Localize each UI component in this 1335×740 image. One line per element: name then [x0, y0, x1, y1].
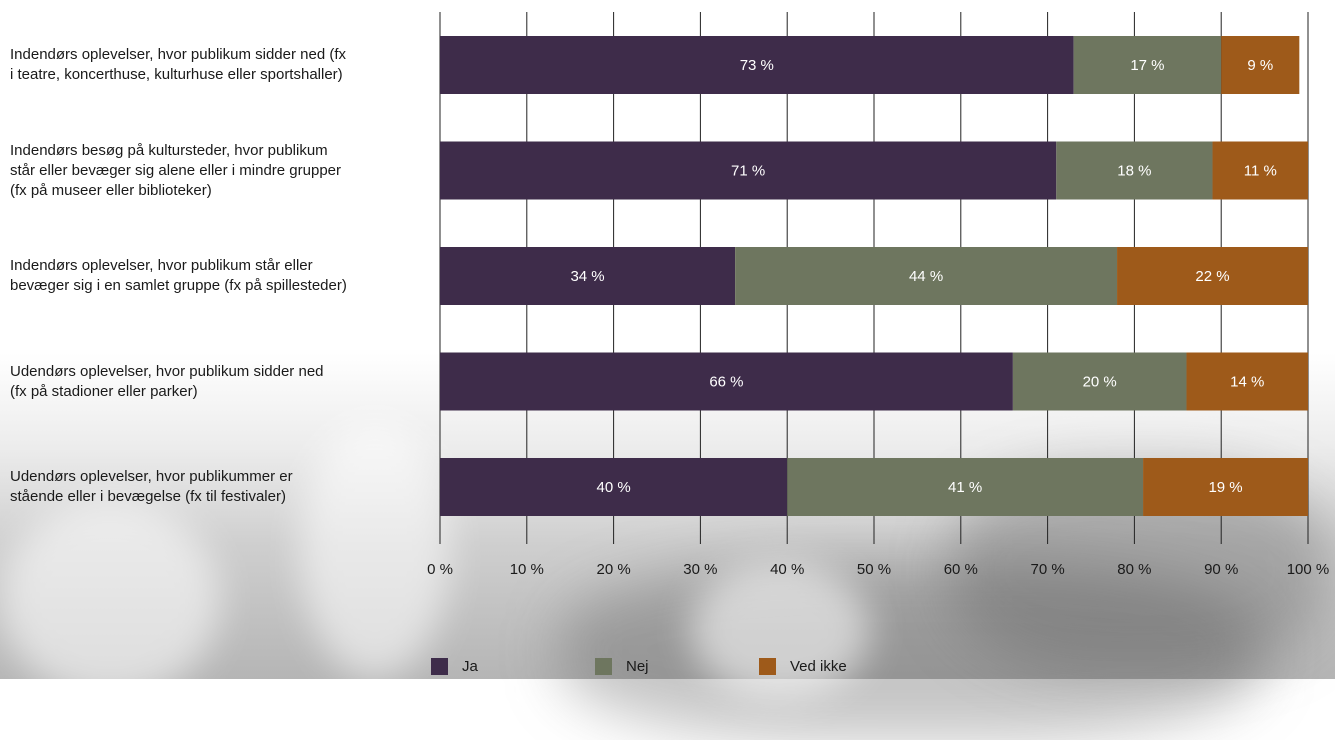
bar-segment-ja	[440, 352, 1013, 411]
bar-value-label: 9 %	[1247, 57, 1273, 74]
x-tick-label: 70 %	[1030, 561, 1064, 578]
bar-segment-ved-ikke	[1221, 36, 1300, 94]
x-tick-label: 80 %	[1117, 561, 1151, 578]
bar-segment-nej	[787, 458, 1144, 516]
bar-value-label: 73 %	[740, 57, 774, 74]
bar-value-label: 11 %	[1244, 163, 1277, 180]
bar-segment-ja	[440, 458, 788, 516]
bar-value-label: 18 %	[1117, 163, 1151, 180]
x-tick-label: 60 %	[944, 561, 978, 578]
category-label: Indendørs oplevelser, hvor publikum står…	[10, 257, 347, 294]
bar-value-label: 17 %	[1130, 57, 1164, 74]
category-label: Udendørs oplevelser, hvor publikum sidde…	[10, 362, 324, 400]
x-axis-ticks: 0 % 10 % 20 % 30 % 40 % 50 % 60 % 70 % 80 % 90 % 1…	[427, 561, 1329, 578]
bar-value-label: 44 %	[909, 268, 943, 285]
bars	[440, 36, 1308, 516]
x-tick-label: 50 %	[857, 561, 891, 578]
x-tick-label: 10 %	[510, 561, 544, 578]
x-tick-label: 90 %	[1204, 561, 1238, 578]
stacked-bar-chart: 73 % 17 % 9 % 71 % 18 % 11 % 34 % 44 % 22 % 66 % 2…	[427, 12, 1329, 578]
legend-swatch	[595, 658, 612, 675]
bar-segment-ved-ikke	[1117, 247, 1308, 305]
value-labels: 73 % 17 % 9 % 71 % 18 % 11 % 34 % 44 % 22 % 66 % 2…	[570, 57, 1276, 496]
bar-value-label: 14 %	[1230, 374, 1264, 391]
legend-label: Ja	[462, 658, 478, 675]
bar-segment-ja	[440, 247, 736, 305]
legend-item-ved-ikke: Ved ikke	[759, 658, 847, 675]
category-label: Indendørs oplevelser, hvor publikum sidd…	[10, 46, 347, 83]
bar-segment-nej	[1073, 36, 1222, 94]
background-hand-shape	[0, 500, 220, 700]
bar-segment-nej	[1012, 352, 1187, 411]
bar-segment-ved-ikke	[1212, 141, 1308, 200]
bar-segment-nej	[1056, 141, 1213, 200]
legend-swatch	[431, 658, 448, 675]
legend-item-ja: Ja	[431, 658, 478, 675]
category-label: Indendørs besøg på kultursteder, hvor pu…	[10, 141, 341, 199]
category-label: Udendørs oplevelser, hvor publikummer er…	[10, 468, 293, 505]
bar-segment-ved-ikke	[1186, 352, 1308, 411]
legend-label: Ved ikke	[790, 658, 847, 675]
bar-value-label: 34 %	[570, 268, 604, 285]
bar-segment-nej	[735, 247, 1118, 305]
bar-value-label: 40 %	[596, 479, 630, 496]
legend-item-nej: Nej	[595, 658, 649, 675]
bar-value-label: 71 %	[731, 163, 765, 180]
x-tick-label: 30 %	[683, 561, 717, 578]
legend-swatch	[759, 658, 776, 675]
legend-label: Nej	[626, 658, 649, 675]
x-tick-label: 20 %	[596, 561, 630, 578]
x-tick-label: 0 %	[427, 561, 453, 578]
bar-value-label: 41 %	[948, 479, 982, 496]
bar-value-label: 20 %	[1083, 374, 1117, 391]
bar-value-label: 22 %	[1195, 268, 1229, 285]
x-tick-label: 100 %	[1287, 561, 1330, 578]
bar-segment-ja	[440, 141, 1057, 200]
background-hand-shape	[300, 420, 450, 680]
x-tick-label: 40 %	[770, 561, 804, 578]
bar-segment-ja	[440, 36, 1074, 94]
bar-value-label: 19 %	[1208, 479, 1242, 496]
background-hand-shape	[690, 560, 870, 700]
bar-segment-ved-ikke	[1143, 458, 1308, 516]
bar-value-label: 66 %	[709, 374, 743, 391]
